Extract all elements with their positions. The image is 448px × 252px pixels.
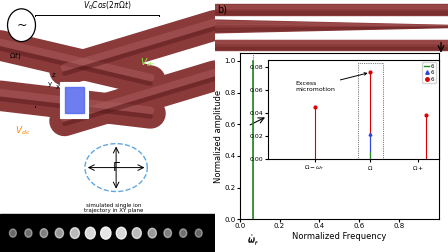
Circle shape [132, 228, 142, 238]
Text: ~: ~ [16, 19, 27, 32]
Circle shape [164, 229, 172, 238]
Text: b): b) [217, 4, 228, 14]
Polygon shape [215, 11, 448, 14]
Polygon shape [215, 21, 448, 26]
Text: $\Gamma$: $\Gamma$ [112, 161, 121, 174]
Circle shape [101, 227, 111, 239]
Circle shape [25, 229, 32, 237]
Bar [0, 214, 215, 252]
Polygon shape [215, 4, 448, 15]
Text: simulated single ion
trajectory in XY plane: simulated single ion trajectory in XY pl… [84, 203, 144, 213]
Bar [30, 15, 159, 107]
X-axis label: Normalized Frequency: Normalized Frequency [292, 232, 387, 241]
Text: y: y [47, 81, 52, 87]
Circle shape [148, 228, 156, 238]
Circle shape [180, 229, 187, 237]
Text: z: z [52, 72, 55, 78]
Text: $V_0Cos(2\pi\Omega t)$: $V_0Cos(2\pi\Omega t)$ [83, 0, 132, 12]
Text: $\Omega t)$: $\Omega t)$ [9, 50, 21, 61]
Circle shape [40, 229, 47, 238]
Text: $V_{dc}$: $V_{dc}$ [140, 56, 155, 69]
Polygon shape [215, 27, 448, 32]
Bar [65, 87, 84, 113]
Circle shape [70, 228, 79, 238]
Circle shape [195, 229, 202, 237]
Polygon shape [215, 40, 448, 50]
Text: $V_{dc}$: $V_{dc}$ [15, 124, 30, 137]
Bar [60, 82, 88, 118]
Circle shape [9, 229, 17, 237]
Circle shape [116, 227, 126, 239]
Polygon shape [215, 41, 448, 43]
Polygon shape [215, 47, 448, 49]
Y-axis label: Normalized amplitude: Normalized amplitude [214, 89, 223, 183]
Circle shape [8, 9, 35, 42]
Circle shape [55, 228, 64, 238]
Text: $\dot{\omega}_r$: $\dot{\omega}_r$ [247, 234, 258, 248]
Text: $\dot{\omega}_r$: $\dot{\omega}_r$ [247, 233, 258, 247]
Text: x: x [56, 84, 60, 90]
Polygon shape [215, 5, 448, 8]
Polygon shape [215, 20, 448, 33]
Circle shape [85, 227, 95, 239]
